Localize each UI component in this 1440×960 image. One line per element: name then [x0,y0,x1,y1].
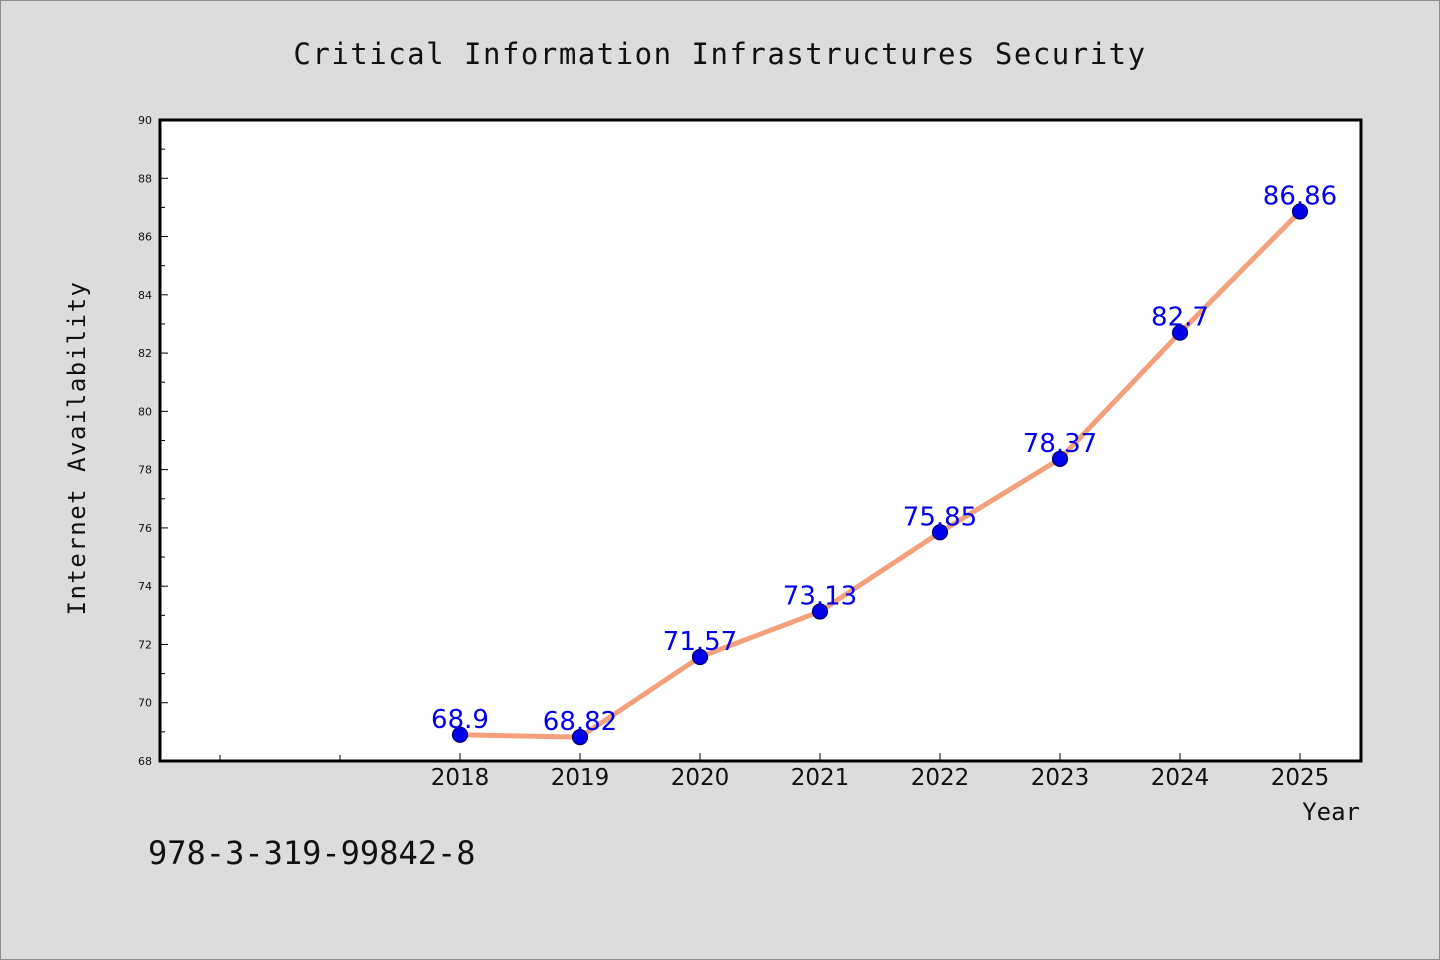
data-label: 73.13 [783,582,857,612]
y-tick-label: 82 [138,347,152,360]
data-point [931,524,949,541]
y-tick-label: 72 [138,638,152,651]
data-label: 82.7 [1151,303,1209,333]
x-tick-label: 2025 [1271,765,1330,791]
y-axis-label: Internet Availability [63,281,91,616]
y-tick-label: 90 [138,114,152,127]
chart-title: Critical Information Infrastructures Sec… [293,37,1146,71]
y-tick-label: 78 [138,464,152,477]
y-tick-label: 80 [138,405,152,418]
data-point [571,729,589,746]
data-label: 68.82 [543,707,617,737]
plot-area [158,118,1363,763]
x-tick-label: 2018 [431,765,490,791]
data-point [451,726,469,743]
x-tick-label: 2019 [551,765,610,791]
x-tick-label: 2023 [1031,765,1090,791]
y-axis: 68 70 72 74 76 78 80 82 84 86 88 90 [138,114,168,768]
data-point [1051,450,1069,467]
footer-code: 978-3-319-99842-8 [148,834,476,872]
data-label: 75.85 [903,502,977,532]
data-labels: 68.9 68.82 71.57 73.13 75.85 78.37 82.7 86.86 [431,181,1337,737]
series-line [457,208,1303,740]
x-axis: 2018 2019 2020 2021 2022 2023 2024 2025 [219,753,1330,791]
y-tick-label: 84 [138,289,152,302]
data-point [1171,324,1189,341]
x-tick-label: 2021 [791,765,850,791]
data-label: 86.86 [1263,181,1337,211]
data-point [1291,203,1309,220]
y-tick-label: 70 [138,697,152,710]
data-points [451,203,1309,746]
y-tick-label: 68 [138,755,152,768]
x-tick-label: 2020 [671,765,730,791]
x-tick-label: 2024 [1151,765,1210,791]
x-tick-label: 2022 [911,765,970,791]
y-tick-label: 86 [138,231,152,244]
y-tick-label: 88 [138,172,152,185]
x-axis-label: Year [1302,798,1360,826]
data-point [691,648,709,666]
data-label: 68.9 [431,705,489,735]
y-tick-label: 76 [138,522,152,535]
y-tick-label: 74 [138,580,152,593]
data-label: 78.37 [1023,429,1097,459]
data-point [811,603,829,620]
data-label: 71.57 [663,627,737,657]
